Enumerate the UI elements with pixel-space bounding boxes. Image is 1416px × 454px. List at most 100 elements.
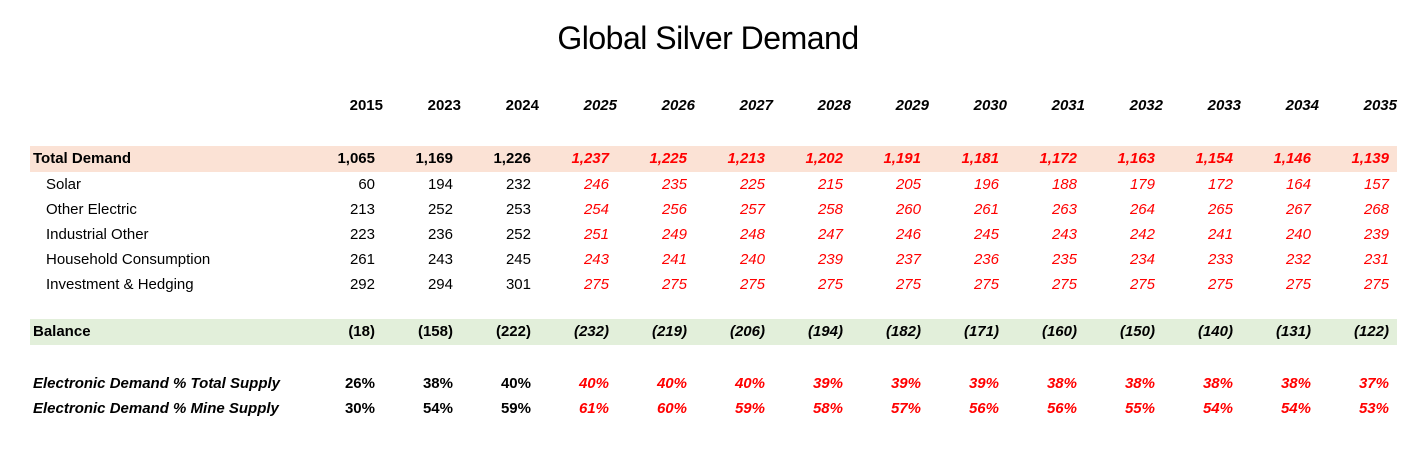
row-gap	[30, 345, 1397, 371]
cell-household-consumption-2023: 243	[427, 250, 453, 268]
cell-household-consumption-2028: 239	[817, 250, 843, 268]
cell-household-consumption-2027: 240	[739, 250, 765, 268]
cell-balance-2023: (158)	[417, 323, 453, 341]
cell-balance-2035: (122)	[1353, 323, 1389, 341]
cell-electronic-demand-total-supply-2032: 38%	[1124, 374, 1155, 392]
cell-industrial-other-2034: 240	[1285, 225, 1311, 243]
year-header-2026: 2026	[661, 96, 695, 114]
cell-electronic-demand-mine-supply-2030: 56%	[968, 399, 999, 417]
cell-total-demand-2030: 1,181	[961, 150, 999, 168]
table-row-household-consumption: Household Consumption 261 243 245 243 241 240 2…	[30, 247, 1397, 272]
cell-electronic-demand-total-supply-2033: 38%	[1202, 374, 1233, 392]
cell-industrial-other-2025: 251	[583, 225, 609, 243]
row-gap-cell	[30, 118, 1397, 146]
cell-electronic-demand-mine-supply-2034: 54%	[1280, 399, 1311, 417]
cell-household-consumption-2035: 231	[1363, 250, 1389, 268]
cell-industrial-other-2029: 246	[895, 225, 921, 243]
cell-balance-2028: (194)	[807, 323, 843, 341]
table-row-investment-hedging: Investment & Hedging 292 294 301 275 275 275 27…	[30, 272, 1397, 297]
cell-other-electric-2030: 261	[973, 200, 999, 218]
cell-household-consumption-2031: 235	[1051, 250, 1077, 268]
year-header-2029: 2029	[895, 96, 929, 114]
cell-electronic-demand-mine-supply-2029: 57%	[890, 399, 921, 417]
cell-total-demand-2033: 1,154	[1195, 150, 1233, 168]
cell-household-consumption-2029: 237	[895, 250, 921, 268]
row-gap	[30, 118, 1397, 146]
cell-electronic-demand-total-supply-2027: 40%	[734, 374, 765, 392]
cell-other-electric-2024: 253	[505, 200, 531, 218]
cell-electronic-demand-mine-supply-2025: 61%	[578, 399, 609, 417]
cell-electronic-demand-mine-supply-2031: 56%	[1046, 399, 1077, 417]
cell-other-electric-2023: 252	[427, 200, 453, 218]
cell-investment-hedging-2027: 275	[739, 275, 765, 293]
cell-household-consumption-2032: 234	[1129, 250, 1155, 268]
row-label-solar: Solar	[46, 175, 82, 193]
cell-industrial-other-2032: 242	[1129, 225, 1155, 243]
cell-industrial-other-2027: 248	[739, 225, 765, 243]
year-header-2028: 2028	[817, 96, 851, 114]
cell-total-demand-2035: 1,139	[1351, 150, 1389, 168]
row-gap-cell	[30, 297, 1397, 319]
cell-other-electric-2025: 254	[583, 200, 609, 218]
cell-balance-2024: (222)	[495, 323, 531, 341]
corner-cell	[30, 93, 305, 118]
row-label-other-electric: Other Electric	[46, 200, 137, 218]
cell-total-demand-2027: 1,213	[727, 150, 765, 168]
table-row-balance: Balance (18) (158) (222) (232) (219) (206) (194…	[30, 318, 1397, 345]
cell-investment-hedging-2029: 275	[895, 275, 921, 293]
cell-industrial-other-2028: 247	[817, 225, 843, 243]
cell-solar-2034: 164	[1285, 175, 1311, 193]
silver-demand-table: 2015 2023 2024 2025 2026 2027 2028 2029 2030 2031…	[30, 93, 1397, 421]
cell-solar-2023: 194	[427, 175, 453, 193]
cell-total-demand-2028: 1,202	[805, 150, 843, 168]
cell-electronic-demand-total-supply-2026: 40%	[656, 374, 687, 392]
cell-solar-2028: 215	[817, 175, 843, 193]
table-body: Total Demand 1,065 1,169 1,226 1,237 1,225 1,2…	[30, 118, 1397, 421]
cell-total-demand-2031: 1,172	[1039, 150, 1077, 168]
cell-industrial-other-2015: 223	[349, 225, 375, 243]
row-gap	[30, 297, 1397, 319]
cell-electronic-demand-total-supply-2031: 38%	[1046, 374, 1077, 392]
cell-other-electric-2033: 265	[1207, 200, 1233, 218]
cell-household-consumption-2030: 236	[973, 250, 999, 268]
cell-total-demand-2015: 1,065	[337, 150, 375, 168]
cell-investment-hedging-2034: 275	[1285, 275, 1311, 293]
year-header-2031: 2031	[1051, 96, 1085, 114]
cell-household-consumption-2034: 232	[1285, 250, 1311, 268]
cell-other-electric-2035: 268	[1363, 200, 1389, 218]
year-header-2015: 2015	[349, 96, 383, 114]
cell-electronic-demand-mine-supply-2032: 55%	[1124, 399, 1155, 417]
cell-investment-hedging-2035: 275	[1363, 275, 1389, 293]
cell-electronic-demand-total-supply-2015: 26%	[344, 374, 375, 392]
cell-balance-2031: (160)	[1041, 323, 1077, 341]
cell-electronic-demand-mine-supply-2015: 30%	[344, 399, 375, 417]
cell-investment-hedging-2024: 301	[505, 275, 531, 293]
cell-balance-2033: (140)	[1197, 323, 1233, 341]
cell-solar-2025: 246	[583, 175, 609, 193]
cell-investment-hedging-2028: 275	[817, 275, 843, 293]
year-header-2027: 2027	[739, 96, 773, 114]
cell-investment-hedging-2026: 275	[661, 275, 687, 293]
cell-investment-hedging-2032: 275	[1129, 275, 1155, 293]
cell-investment-hedging-2015: 292	[349, 275, 375, 293]
cell-electronic-demand-mine-supply-2035: 53%	[1358, 399, 1389, 417]
cell-investment-hedging-2031: 275	[1051, 275, 1077, 293]
table-row-other-electric: Other Electric 213 252 253 254 256 257 258 260 26…	[30, 197, 1397, 222]
row-label-electronic-demand-total-supply: Electronic Demand % Total Supply	[33, 374, 280, 392]
cell-household-consumption-2026: 241	[661, 250, 687, 268]
cell-investment-hedging-2025: 275	[583, 275, 609, 293]
cell-electronic-demand-total-supply-2029: 39%	[890, 374, 921, 392]
cell-solar-2015: 60	[358, 175, 375, 193]
silver-demand-report: Global Silver Demand 2015 2023 2024 2025 202…	[0, 20, 1416, 454]
year-header-2034: 2034	[1285, 96, 1319, 114]
cell-total-demand-2024: 1,226	[493, 150, 531, 168]
cell-other-electric-2027: 257	[739, 200, 765, 218]
year-header-2035: 2035	[1363, 96, 1397, 114]
table-row-solar: Solar 60 194 232 246 235 225 215 205 196 188 179 172…	[30, 172, 1397, 197]
table-header: 2015 2023 2024 2025 2026 2027 2028 2029 2030 2031…	[30, 93, 1397, 118]
table-row-industrial-other: Industrial Other 223 236 252 251 249 248 247 246…	[30, 222, 1397, 247]
cell-balance-2027: (206)	[729, 323, 765, 341]
cell-electronic-demand-mine-supply-2033: 54%	[1202, 399, 1233, 417]
year-header-2032: 2032	[1129, 96, 1163, 114]
cell-balance-2030: (171)	[963, 323, 999, 341]
